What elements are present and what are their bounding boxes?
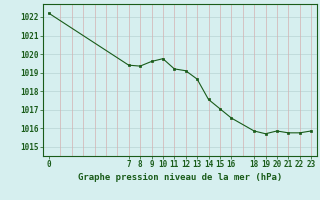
X-axis label: Graphe pression niveau de la mer (hPa): Graphe pression niveau de la mer (hPa) (78, 173, 282, 182)
